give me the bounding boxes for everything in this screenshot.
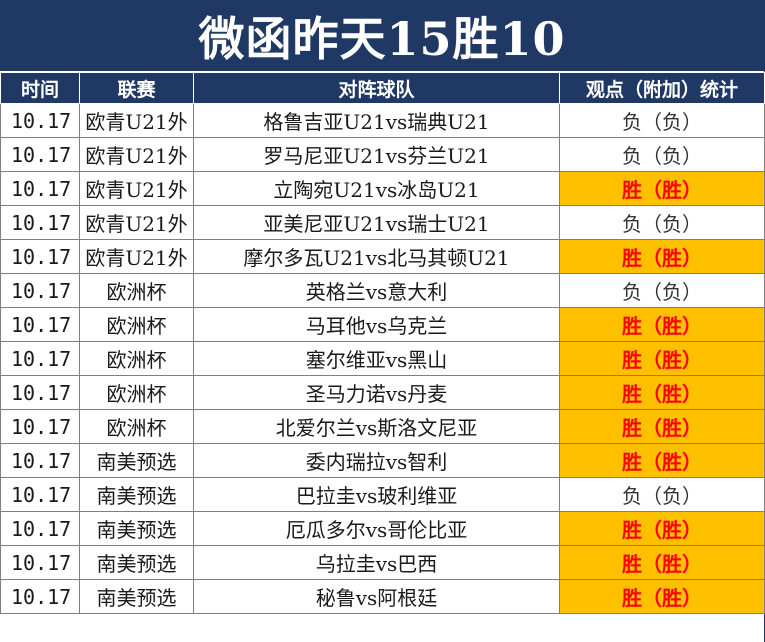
cell-result: 负（负） — [559, 137, 765, 172]
cell-match: 立陶宛U21vs冰岛U21 — [193, 171, 560, 206]
cell-match: 英格兰vs意大利 — [193, 273, 560, 308]
table-row: 10.17 南美预选 秘鲁vs阿根廷 胜（胜） — [0, 579, 765, 614]
table-row: 10.17 南美预选 乌拉圭vs巴西 胜（胜） — [0, 545, 765, 580]
cell-result: 胜（胜） — [559, 443, 765, 478]
cell-league: 南美预选 — [79, 545, 194, 580]
cell-time: 10.17 — [0, 239, 80, 274]
header-match: 对阵球队 — [193, 72, 560, 104]
results-table: 时间 联赛 对阵球队 观点（附加）统计 10.17 欧青U21外 格鲁吉亚U21vs… — [0, 72, 765, 614]
cell-match: 巴拉圭vs玻利维亚 — [193, 477, 560, 512]
cell-league: 南美预选 — [79, 443, 194, 478]
cell-league: 南美预选 — [79, 477, 194, 512]
cell-result: 胜（胜） — [559, 239, 765, 274]
table-row: 10.17 欧青U21外 亚美尼亚U21vs瑞士U21 负（负） — [0, 205, 765, 240]
table-row: 10.17 南美预选 委内瑞拉vs智利 胜（胜） — [0, 443, 765, 478]
cell-league: 欧洲杯 — [79, 375, 194, 410]
cell-match: 亚美尼亚U21vs瑞士U21 — [193, 205, 560, 240]
cell-league: 欧洲杯 — [79, 307, 194, 342]
cell-time: 10.17 — [0, 205, 80, 240]
cell-match: 摩尔多瓦U21vs北马其顿U21 — [193, 239, 560, 274]
table-row: 10.17 欧洲杯 塞尔维亚vs黑山 胜（胜） — [0, 341, 765, 376]
cell-league: 南美预选 — [79, 579, 194, 614]
page-title: 微函昨天15胜10 — [0, 0, 764, 72]
table-body: 10.17 欧青U21外 格鲁吉亚U21vs瑞典U21 负（负） 10.17 欧青U21外… — [0, 103, 765, 614]
cell-league: 南美预选 — [79, 511, 194, 546]
cell-time: 10.17 — [0, 545, 80, 580]
cell-time: 10.17 — [0, 511, 80, 546]
cell-result: 胜（胜） — [559, 375, 765, 410]
cell-result: 胜（胜） — [559, 545, 765, 580]
cell-result: 胜（胜） — [559, 171, 765, 206]
cell-result: 胜（胜） — [559, 307, 765, 342]
cell-league: 欧洲杯 — [79, 341, 194, 376]
cell-result: 负（负） — [559, 273, 765, 308]
cell-time: 10.17 — [0, 375, 80, 410]
cell-match: 圣马力诺vs丹麦 — [193, 375, 560, 410]
table-row: 10.17 欧青U21外 格鲁吉亚U21vs瑞典U21 负（负） — [0, 103, 765, 138]
cell-time: 10.17 — [0, 443, 80, 478]
cell-match: 厄瓜多尔vs哥伦比亚 — [193, 511, 560, 546]
cell-match: 乌拉圭vs巴西 — [193, 545, 560, 580]
cell-time: 10.17 — [0, 171, 80, 206]
table-row: 10.17 欧洲杯 圣马力诺vs丹麦 胜（胜） — [0, 375, 765, 410]
cell-time: 10.17 — [0, 273, 80, 308]
cell-match: 马耳他vs乌克兰 — [193, 307, 560, 342]
cell-time: 10.17 — [0, 137, 80, 172]
cell-time: 10.17 — [0, 341, 80, 376]
cell-match: 北爱尔兰vs斯洛文尼亚 — [193, 409, 560, 444]
cell-result: 胜（胜） — [559, 511, 765, 546]
cell-match: 委内瑞拉vs智利 — [193, 443, 560, 478]
cell-league: 欧青U21外 — [79, 205, 194, 240]
cell-time: 10.17 — [0, 103, 80, 138]
cell-time: 10.17 — [0, 307, 80, 342]
cell-result: 负（负） — [559, 477, 765, 512]
cell-result: 负（负） — [559, 205, 765, 240]
cell-result: 胜（胜） — [559, 409, 765, 444]
table-row: 10.17 欧青U21外 摩尔多瓦U21vs北马其顿U21 胜（胜） — [0, 239, 765, 274]
table-row: 10.17 欧洲杯 马耳他vs乌克兰 胜（胜） — [0, 307, 765, 342]
cell-time: 10.17 — [0, 409, 80, 444]
cell-result: 胜（胜） — [559, 341, 765, 376]
table-row: 10.17 南美预选 巴拉圭vs玻利维亚 负（负） — [0, 477, 765, 512]
header-time: 时间 — [0, 72, 80, 104]
cell-match: 塞尔维亚vs黑山 — [193, 341, 560, 376]
cell-league: 欧青U21外 — [79, 103, 194, 138]
cell-league: 欧青U21外 — [79, 171, 194, 206]
table-header-row: 时间 联赛 对阵球队 观点（附加）统计 — [0, 72, 765, 104]
cell-league: 欧青U21外 — [79, 239, 194, 274]
cell-time: 10.17 — [0, 579, 80, 614]
cell-result: 负（负） — [559, 103, 765, 138]
header-league: 联赛 — [79, 72, 194, 104]
cell-time: 10.17 — [0, 477, 80, 512]
table-row: 10.17 欧青U21外 罗马尼亚U21vs芬兰U21 负（负） — [0, 137, 765, 172]
cell-match: 罗马尼亚U21vs芬兰U21 — [193, 137, 560, 172]
cell-league: 欧洲杯 — [79, 409, 194, 444]
header-result: 观点（附加）统计 — [559, 72, 765, 104]
table-row: 10.17 欧洲杯 北爱尔兰vs斯洛文尼亚 胜（胜） — [0, 409, 765, 444]
cell-result: 胜（胜） — [559, 579, 765, 614]
cell-match: 秘鲁vs阿根廷 — [193, 579, 560, 614]
cell-league: 欧洲杯 — [79, 273, 194, 308]
table-row: 10.17 南美预选 厄瓜多尔vs哥伦比亚 胜（胜） — [0, 511, 765, 546]
cell-league: 欧青U21外 — [79, 137, 194, 172]
table-row: 10.17 欧洲杯 英格兰vs意大利 负（负） — [0, 273, 765, 308]
cell-match: 格鲁吉亚U21vs瑞典U21 — [193, 103, 560, 138]
table-row: 10.17 欧青U21外 立陶宛U21vs冰岛U21 胜（胜） — [0, 171, 765, 206]
